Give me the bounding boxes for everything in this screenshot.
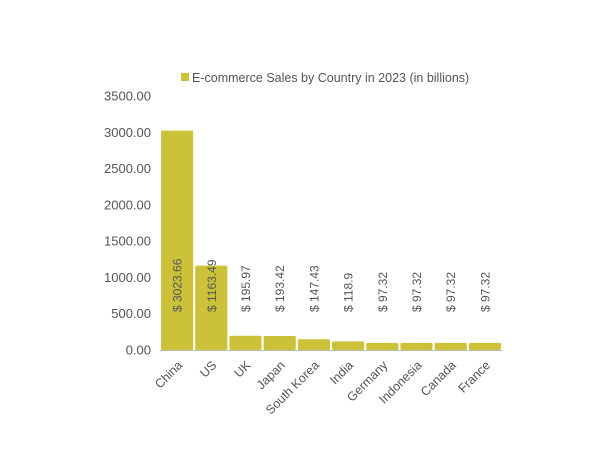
x-tick-label: Canada — [418, 358, 459, 399]
legend-label: E-commerce Sales by Country in 2023 (in … — [192, 71, 469, 85]
x-tick-label: France — [456, 358, 493, 395]
legend: E-commerce Sales by Country in 2023 (in … — [181, 71, 469, 85]
y-tick-label: 1000.00 — [104, 270, 151, 285]
bars — [161, 130, 501, 350]
y-tick-label: 0.00 — [126, 343, 151, 358]
bar-india — [332, 341, 365, 350]
data-label: $ 118.9 — [342, 273, 356, 312]
y-tick-label: 3500.00 — [104, 89, 151, 104]
bar-canada — [434, 342, 467, 350]
bar-us — [195, 265, 228, 350]
data-label: $ 97.32 — [410, 272, 424, 312]
bar-uk — [229, 335, 262, 350]
bar-france — [468, 342, 501, 350]
data-label: $ 193.42 — [273, 265, 287, 312]
data-label: $ 147.43 — [307, 265, 321, 312]
data-label: $ 3023.66 — [171, 258, 185, 312]
bar-china — [161, 130, 194, 350]
y-tick-label: 500.00 — [111, 306, 151, 321]
x-tick-label: India — [327, 358, 356, 387]
x-tick-label: US — [197, 358, 219, 380]
data-label: $ 97.32 — [478, 272, 492, 312]
data-label: $ 1163.49 — [205, 259, 219, 312]
y-axis: 0.00 500.00 1000.00 1500.00 2000.00 2500.00 30… — [104, 89, 502, 358]
data-labels: $ 3023.66 $ 1163.49 $ 195.97 $ 193.42 $ 147.… — [171, 258, 493, 312]
bar-japan — [263, 335, 296, 350]
bar-germany — [366, 342, 399, 350]
bar-indonesia — [400, 342, 433, 350]
data-label: $ 97.32 — [376, 272, 390, 312]
y-tick-label: 3000.00 — [104, 125, 151, 140]
x-tick-label: UK — [231, 358, 254, 381]
data-label: $ 195.97 — [239, 265, 253, 312]
data-label: $ 97.32 — [444, 272, 458, 312]
legend-swatch — [181, 73, 189, 81]
x-tick-label: China — [152, 358, 185, 391]
y-tick-label: 2500.00 — [104, 161, 151, 176]
y-tick-label: 1500.00 — [104, 234, 151, 249]
y-tick-label: 2000.00 — [104, 197, 151, 212]
bar-south-korea — [297, 339, 330, 350]
